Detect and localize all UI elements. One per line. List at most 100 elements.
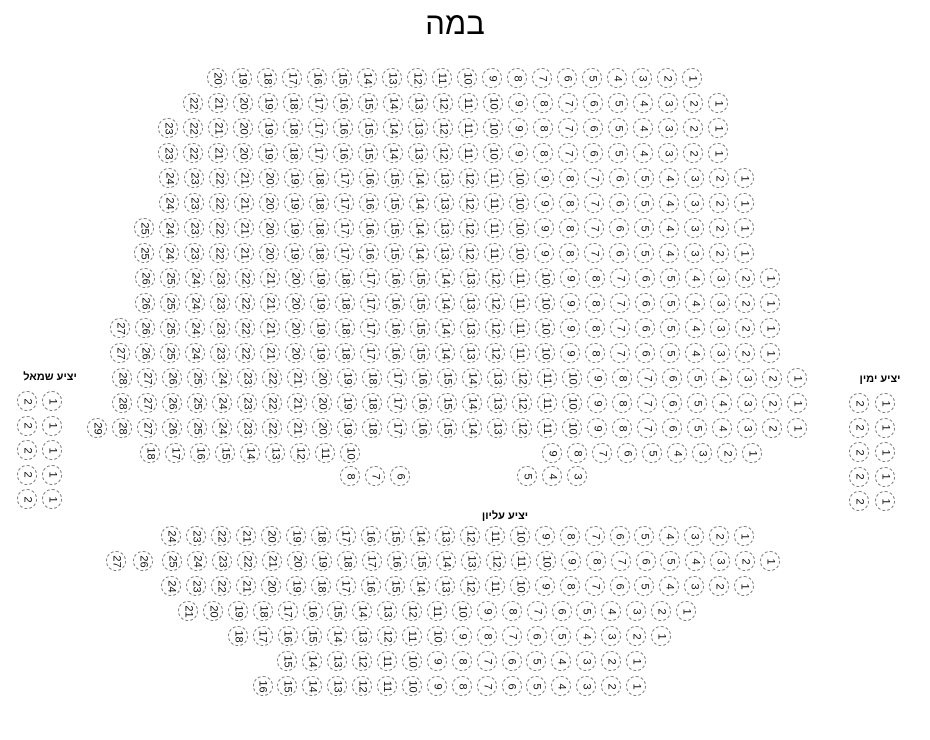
upper-balcony-seat[interactable]: 14	[436, 551, 457, 571]
upper-balcony-seat[interactable]: 27	[106, 551, 126, 571]
main-hall-seat[interactable]: 11	[510, 268, 530, 288]
upper-balcony-seat[interactable]: 1	[651, 626, 671, 646]
main-hall-seat[interactable]: 10	[483, 118, 503, 138]
main-hall-seat[interactable]: 9	[560, 343, 580, 363]
main-hall-seat[interactable]: 12	[459, 243, 479, 263]
main-hall-seat[interactable]: 5	[687, 368, 707, 388]
upper-balcony-seat[interactable]: 20	[260, 576, 281, 596]
upper-balcony-seat[interactable]: 17	[335, 526, 356, 546]
upper-balcony-seat[interactable]: 5	[634, 576, 655, 596]
main-hall-seat[interactable]: 4	[712, 393, 732, 413]
main-hall-seat[interactable]: 13	[487, 418, 507, 438]
upper-balcony-seat[interactable]: 20	[286, 551, 307, 571]
main-hall-seat[interactable]: 15	[410, 343, 430, 363]
upper-balcony-seat[interactable]: 13	[377, 601, 398, 621]
upper-balcony-seat[interactable]: 15	[302, 626, 323, 646]
main-hall-seat[interactable]: 7	[558, 143, 578, 163]
main-hall-seat[interactable]: 24	[159, 193, 179, 213]
main-hall-seat[interactable]: 6	[635, 318, 655, 338]
main-hall-seat[interactable]: 20	[285, 268, 305, 288]
main-hall-seat[interactable]: 23	[158, 118, 178, 138]
main-hall-seat[interactable]: 15	[437, 418, 457, 438]
main-hall-seat[interactable]: 20	[285, 293, 305, 313]
left-balcony-seat[interactable]: 2	[17, 489, 37, 509]
main-hall-seat[interactable]: 3	[658, 118, 678, 138]
main-hall-seat[interactable]: 4	[633, 118, 653, 138]
upper-balcony-seat[interactable]: 8	[559, 526, 580, 546]
main-hall-seat[interactable]: 17	[360, 268, 380, 288]
main-hall-seat[interactable]: 14	[435, 318, 455, 338]
main-hall-seat[interactable]: 8	[559, 193, 579, 213]
main-hall-seat[interactable]: 9	[587, 368, 607, 388]
upper-balcony-seat[interactable]: 24	[187, 551, 208, 571]
main-hall-seat[interactable]: 11	[510, 343, 530, 363]
main-hall-seat[interactable]: 22	[235, 268, 255, 288]
upper-balcony-seat[interactable]: 4	[551, 676, 572, 696]
main-hall-seat[interactable]: 14	[435, 293, 455, 313]
main-hall-seat[interactable]: 9	[508, 118, 528, 138]
main-hall-seat[interactable]: 7	[532, 68, 552, 88]
main-hall-seat[interactable]: 7	[558, 118, 578, 138]
main-hall-seat[interactable]: 10	[457, 68, 477, 88]
upper-balcony-seat[interactable]: 13	[352, 626, 373, 646]
main-hall-seat[interactable]: 7	[637, 418, 657, 438]
main-hall-seat[interactable]: 16	[412, 393, 432, 413]
main-hall-seat[interactable]: 21	[260, 318, 280, 338]
main-hall-seat[interactable]: 19	[310, 343, 330, 363]
upper-balcony-seat[interactable]: 2	[709, 526, 730, 546]
main-hall-seat[interactable]: 21	[260, 268, 280, 288]
main-hall-seat[interactable]: 6	[557, 68, 577, 88]
main-hall-seat[interactable]: 19	[232, 68, 252, 88]
main-hall-seat[interactable]: 23	[184, 243, 204, 263]
upper-balcony-seat[interactable]: 25	[162, 551, 183, 571]
upper-balcony-seat[interactable]: 12	[460, 576, 481, 596]
main-hall-seat[interactable]: 10	[562, 393, 582, 413]
main-hall-seat[interactable]: 26	[135, 318, 155, 338]
main-hall-seat[interactable]: 7	[584, 218, 604, 238]
main-hall-seat[interactable]: 5	[687, 418, 707, 438]
main-hall-seat[interactable]: 13	[460, 318, 480, 338]
main-hall-seat[interactable]: 22	[209, 193, 229, 213]
main-hall-seat[interactable]: 14	[409, 168, 429, 188]
main-hall-seat[interactable]: 11	[458, 93, 478, 113]
main-hall-seat[interactable]: 6	[583, 143, 603, 163]
main-hall-seat[interactable]: 6	[609, 168, 629, 188]
main-hall-seat[interactable]: 10	[509, 218, 529, 238]
main-hall-seat[interactable]: 8	[533, 118, 553, 138]
main-hall-seat[interactable]: 3	[737, 418, 757, 438]
upper-balcony-seat[interactable]: 20	[202, 601, 223, 621]
upper-balcony-seat[interactable]: 24	[161, 526, 182, 546]
main-hall-seat[interactable]: 13	[434, 218, 454, 238]
main-hall-seat[interactable]: 9	[587, 418, 607, 438]
main-hall-seat[interactable]: 10	[509, 168, 529, 188]
upper-balcony-seat[interactable]: 5	[526, 651, 547, 671]
main-hall-seat[interactable]: 4	[542, 466, 562, 486]
upper-balcony-seat[interactable]: 14	[352, 601, 373, 621]
main-hall-seat[interactable]: 1	[708, 93, 728, 113]
main-hall-seat[interactable]: 15	[384, 168, 404, 188]
main-hall-seat[interactable]: 3	[567, 466, 587, 486]
main-hall-seat[interactable]: 18	[335, 318, 355, 338]
main-hall-seat[interactable]: 19	[337, 418, 357, 438]
main-hall-seat[interactable]: 17	[360, 318, 380, 338]
main-hall-seat[interactable]: 2	[683, 143, 703, 163]
upper-balcony-seat[interactable]: 11	[485, 576, 505, 596]
main-hall-seat[interactable]: 4	[659, 218, 679, 238]
main-hall-seat[interactable]: 15	[384, 243, 404, 263]
main-hall-seat[interactable]: 10	[535, 343, 555, 363]
upper-balcony-seat[interactable]: 6	[501, 676, 522, 696]
main-hall-seat[interactable]: 14	[409, 193, 429, 213]
main-hall-seat[interactable]: 21	[234, 243, 254, 263]
main-hall-seat[interactable]: 17	[308, 143, 328, 163]
upper-balcony-seat[interactable]: 3	[576, 651, 597, 671]
main-hall-seat[interactable]: 8	[612, 393, 632, 413]
main-hall-seat[interactable]: 19	[284, 243, 304, 263]
main-hall-seat[interactable]: 6	[635, 268, 655, 288]
main-hall-seat[interactable]: 2	[683, 118, 703, 138]
upper-balcony-seat[interactable]: 8	[585, 551, 606, 571]
main-hall-seat[interactable]: 3	[710, 268, 730, 288]
main-hall-seat[interactable]: 10	[483, 143, 503, 163]
main-hall-seat[interactable]: 1	[734, 243, 754, 263]
main-hall-seat[interactable]: 27	[110, 318, 130, 338]
main-hall-seat[interactable]: 21	[287, 393, 307, 413]
